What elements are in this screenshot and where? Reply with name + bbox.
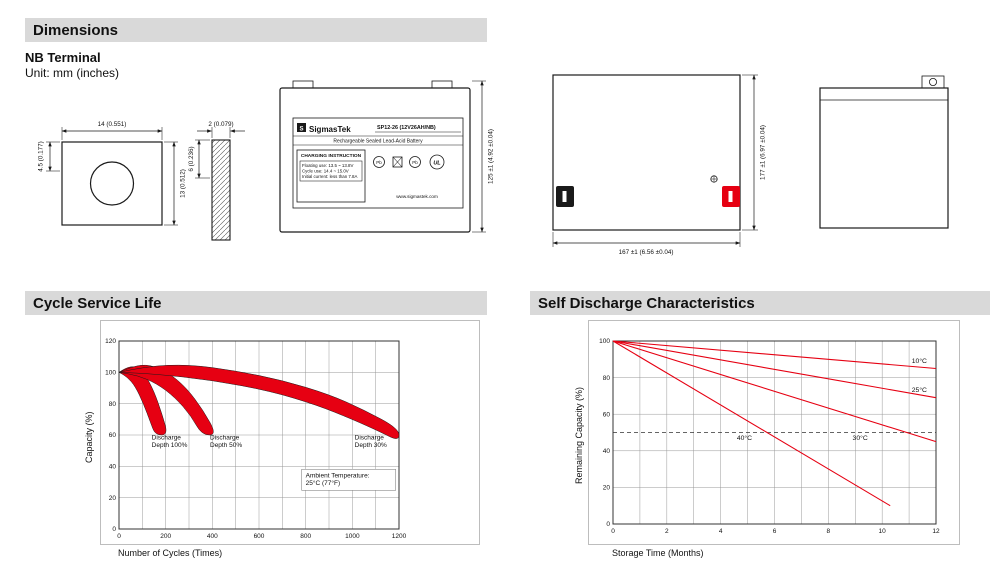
section-header-cycle-life: Cycle Service Life [25,291,487,315]
battery-end-view [819,75,949,229]
svg-text:0: 0 [606,521,610,528]
self-discharge-characteristics-plot: 0 2 4 6 8 10 12 0 20 40 60 80 100 10°C 25°C 30°C 40°C [599,338,940,535]
charging-title: CHARGING INSTRUCTION [301,153,362,159]
dimensions-title: Dimensions [33,21,119,39]
pb-icon [373,156,385,168]
ul-mark-icon [429,154,445,170]
self-discharge-ylabel: Remaining Capacity (%) [574,386,584,484]
svg-text:6: 6 [773,528,777,535]
svg-text:100: 100 [105,370,116,377]
end-terminal-hole [929,77,938,86]
terminal-type-label: NB Terminal [25,50,101,65]
battery-label [292,117,464,209]
svg-text:4: 4 [719,528,723,535]
svg-text:1000: 1000 [345,533,360,540]
svg-text:Pb: Pb [376,160,382,165]
logo-initial: S [299,126,303,132]
svg-text:400: 400 [207,533,218,540]
top-terminal-left [292,80,314,89]
top-terminal-right [431,80,453,89]
svg-text:2: 2 [665,528,669,535]
svg-text:120: 120 [105,338,116,345]
svg-text:1200: 1200 [392,533,407,540]
svg-text:40: 40 [109,464,117,471]
pb-recycle-icon [409,156,421,168]
cycle-service-life-plot: 0 200 400 600 800 1000 1200 0 20 40 60 80 100 120 Disc… [105,338,407,540]
terminal-thickness-dim: 2 (0.079) [208,121,233,128]
charging-line-1: Floating use: 13.5 ~ 13.8V [302,163,353,168]
svg-text:10°C: 10°C [912,357,927,365]
svg-text:8: 8 [827,528,831,535]
svg-text:80: 80 [109,401,117,408]
self-discharge-chart: 0 2 4 6 8 10 12 0 20 40 60 80 100 10°C 25°C 30°C 40°C [588,320,960,545]
svg-text:Depth 30%: Depth 30% [355,442,387,449]
svg-text:20: 20 [603,485,611,492]
battery-type-line: Rechargeable Sealed Lead-Acid Battery [333,139,423,145]
website-text: www.sigmastek.com [396,194,438,199]
terminal-side-view: 2 (0.079) 6 (0.236) [188,121,245,241]
svg-text:40: 40 [603,448,611,455]
svg-text:100: 100 [599,338,610,345]
svg-text:Ambient Temperature:: Ambient Temperature: [306,472,370,479]
svg-text:Discharge: Discharge [152,435,182,442]
cycle-life-ylabel: Capacity (%) [84,411,94,463]
svg-text:0: 0 [117,533,121,540]
unit-note: Unit: mm (inches) [25,66,120,80]
terminal-height-dim: 13 (0.512) [180,169,187,198]
terminal-offset-dim: 4.5 (0.177) [38,141,45,171]
svg-text:0: 0 [112,526,116,533]
svg-text:60: 60 [109,432,117,439]
brand-text: SigmasTek [309,125,351,134]
svg-text:Discharge: Discharge [355,435,385,442]
self-discharge-xlabel: Storage Time (Months) [612,548,704,558]
svg-text:Depth 100%: Depth 100% [152,442,188,449]
section-header-self-discharge: Self Discharge Characteristics [530,291,990,315]
side-height-dim: 177 ±1 (6.97 ±0.04) [760,125,767,180]
self-discharge-title: Self Discharge Characteristics [538,294,755,312]
end-terminal-box [921,75,945,89]
svg-text:25°C: 25°C [912,386,927,394]
svg-text:Discharge: Discharge [210,435,240,442]
svg-text:60: 60 [603,411,611,418]
bolt-hole [89,161,135,206]
svg-text:Depth 50%: Depth 50% [210,442,242,449]
svg-text:20: 20 [109,495,117,502]
battery-side-view: 177 ±1 (6.97 ±0.04) 167 ±1 (6.56 ±0.04) [552,74,767,256]
cycle-life-title: Cycle Service Life [33,294,162,312]
svg-text:80: 80 [603,375,611,382]
battery-front-view: S SigmasTek SP12-26 (12V26AH/NB) Recharg… [279,80,495,233]
dimension-drawings: 14 (0.551) 4.5 (0.177) 13 (0.512) 2 (0.0… [38,74,949,256]
model-text: SP12-26 (12V26AH/NB) [377,125,436,131]
sigmastek-logo-icon [297,123,306,132]
side-length-dim: 167 ±1 (6.56 ±0.04) [619,249,674,256]
svg-text:30°C: 30°C [853,434,868,442]
charging-line-2: Cycle use: 14.4 ~ 15.0V [302,169,349,174]
svg-text:UL: UL [433,161,441,167]
svg-text:600: 600 [254,533,265,540]
terminal-front-view: 14 (0.551) 4.5 (0.177) 13 (0.512) [38,121,187,226]
svg-text:25°C (77°F): 25°C (77°F) [306,479,340,487]
cycle-life-xlabel: Number of Cycles (Times) [118,548,223,558]
svg-text:40°C: 40°C [737,434,752,442]
polarity-symbol [710,175,718,183]
svg-text:12: 12 [932,528,940,535]
section-header-dimensions: Dimensions [25,18,487,42]
cycle-life-chart: 0 200 400 600 800 1000 1200 0 20 40 60 80 100 120 Disc… [100,320,480,545]
no-trash-icon [392,156,403,168]
svg-text:200: 200 [160,533,171,540]
charging-line-3: Initial current: less than 7.8A [302,174,357,179]
battery-height-dim: 125 ±1 (4.92 ±0.04) [488,129,495,184]
svg-text:Pb: Pb [412,160,418,165]
svg-text:800: 800 [300,533,311,540]
terminal-depth-dim: 6 (0.236) [188,146,195,171]
terminal-width-dim: 14 (0.551) [98,121,127,128]
svg-text:0: 0 [611,528,615,535]
charging-instruction-box [296,149,366,203]
svg-text:10: 10 [879,528,887,535]
